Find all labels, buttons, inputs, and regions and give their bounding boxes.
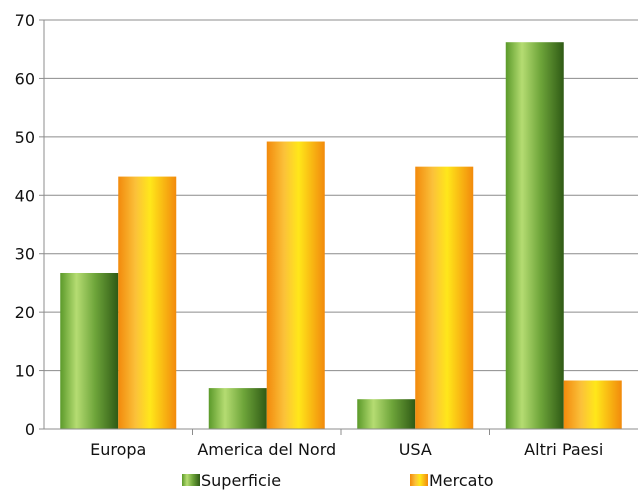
bar-mercato — [118, 176, 177, 429]
y-tick-labels: 0 10 20 30 40 50 60 70 — [15, 11, 35, 439]
x-category-label: America del Nord — [197, 440, 336, 459]
y-tick-label: 60 — [15, 69, 35, 88]
x-category-label: Europa — [90, 440, 146, 459]
y-tick-label: 0 — [25, 420, 35, 439]
y-tick-label: 10 — [15, 362, 35, 381]
bar-superficie — [505, 42, 564, 430]
legend-label-superficie: Superficie — [201, 471, 281, 490]
x-category-label: USA — [399, 440, 432, 459]
legend-label-mercato: Mercato — [429, 471, 494, 490]
bar-superficie — [357, 399, 416, 429]
legend-swatch-superficie — [182, 474, 200, 486]
y-tick-label: 30 — [15, 245, 35, 264]
bar-superficie — [208, 388, 267, 429]
bars — [60, 42, 622, 430]
x-category-labels: Europa America del Nord USA Altri Paesi — [90, 440, 603, 459]
y-tick-label: 70 — [15, 11, 35, 30]
bar-superficie — [60, 272, 119, 429]
y-tick-label: 40 — [15, 186, 35, 205]
legend-swatch-mercato — [410, 474, 428, 486]
x-category-label: Altri Paesi — [524, 440, 603, 459]
legend: Superficie Mercato — [182, 471, 494, 490]
axes — [39, 19, 638, 435]
bar-mercato — [266, 141, 325, 429]
y-tick-label: 50 — [15, 128, 35, 147]
bar-mercato — [415, 166, 474, 430]
bar-mercato — [563, 380, 622, 429]
y-tick-label: 20 — [15, 303, 35, 322]
